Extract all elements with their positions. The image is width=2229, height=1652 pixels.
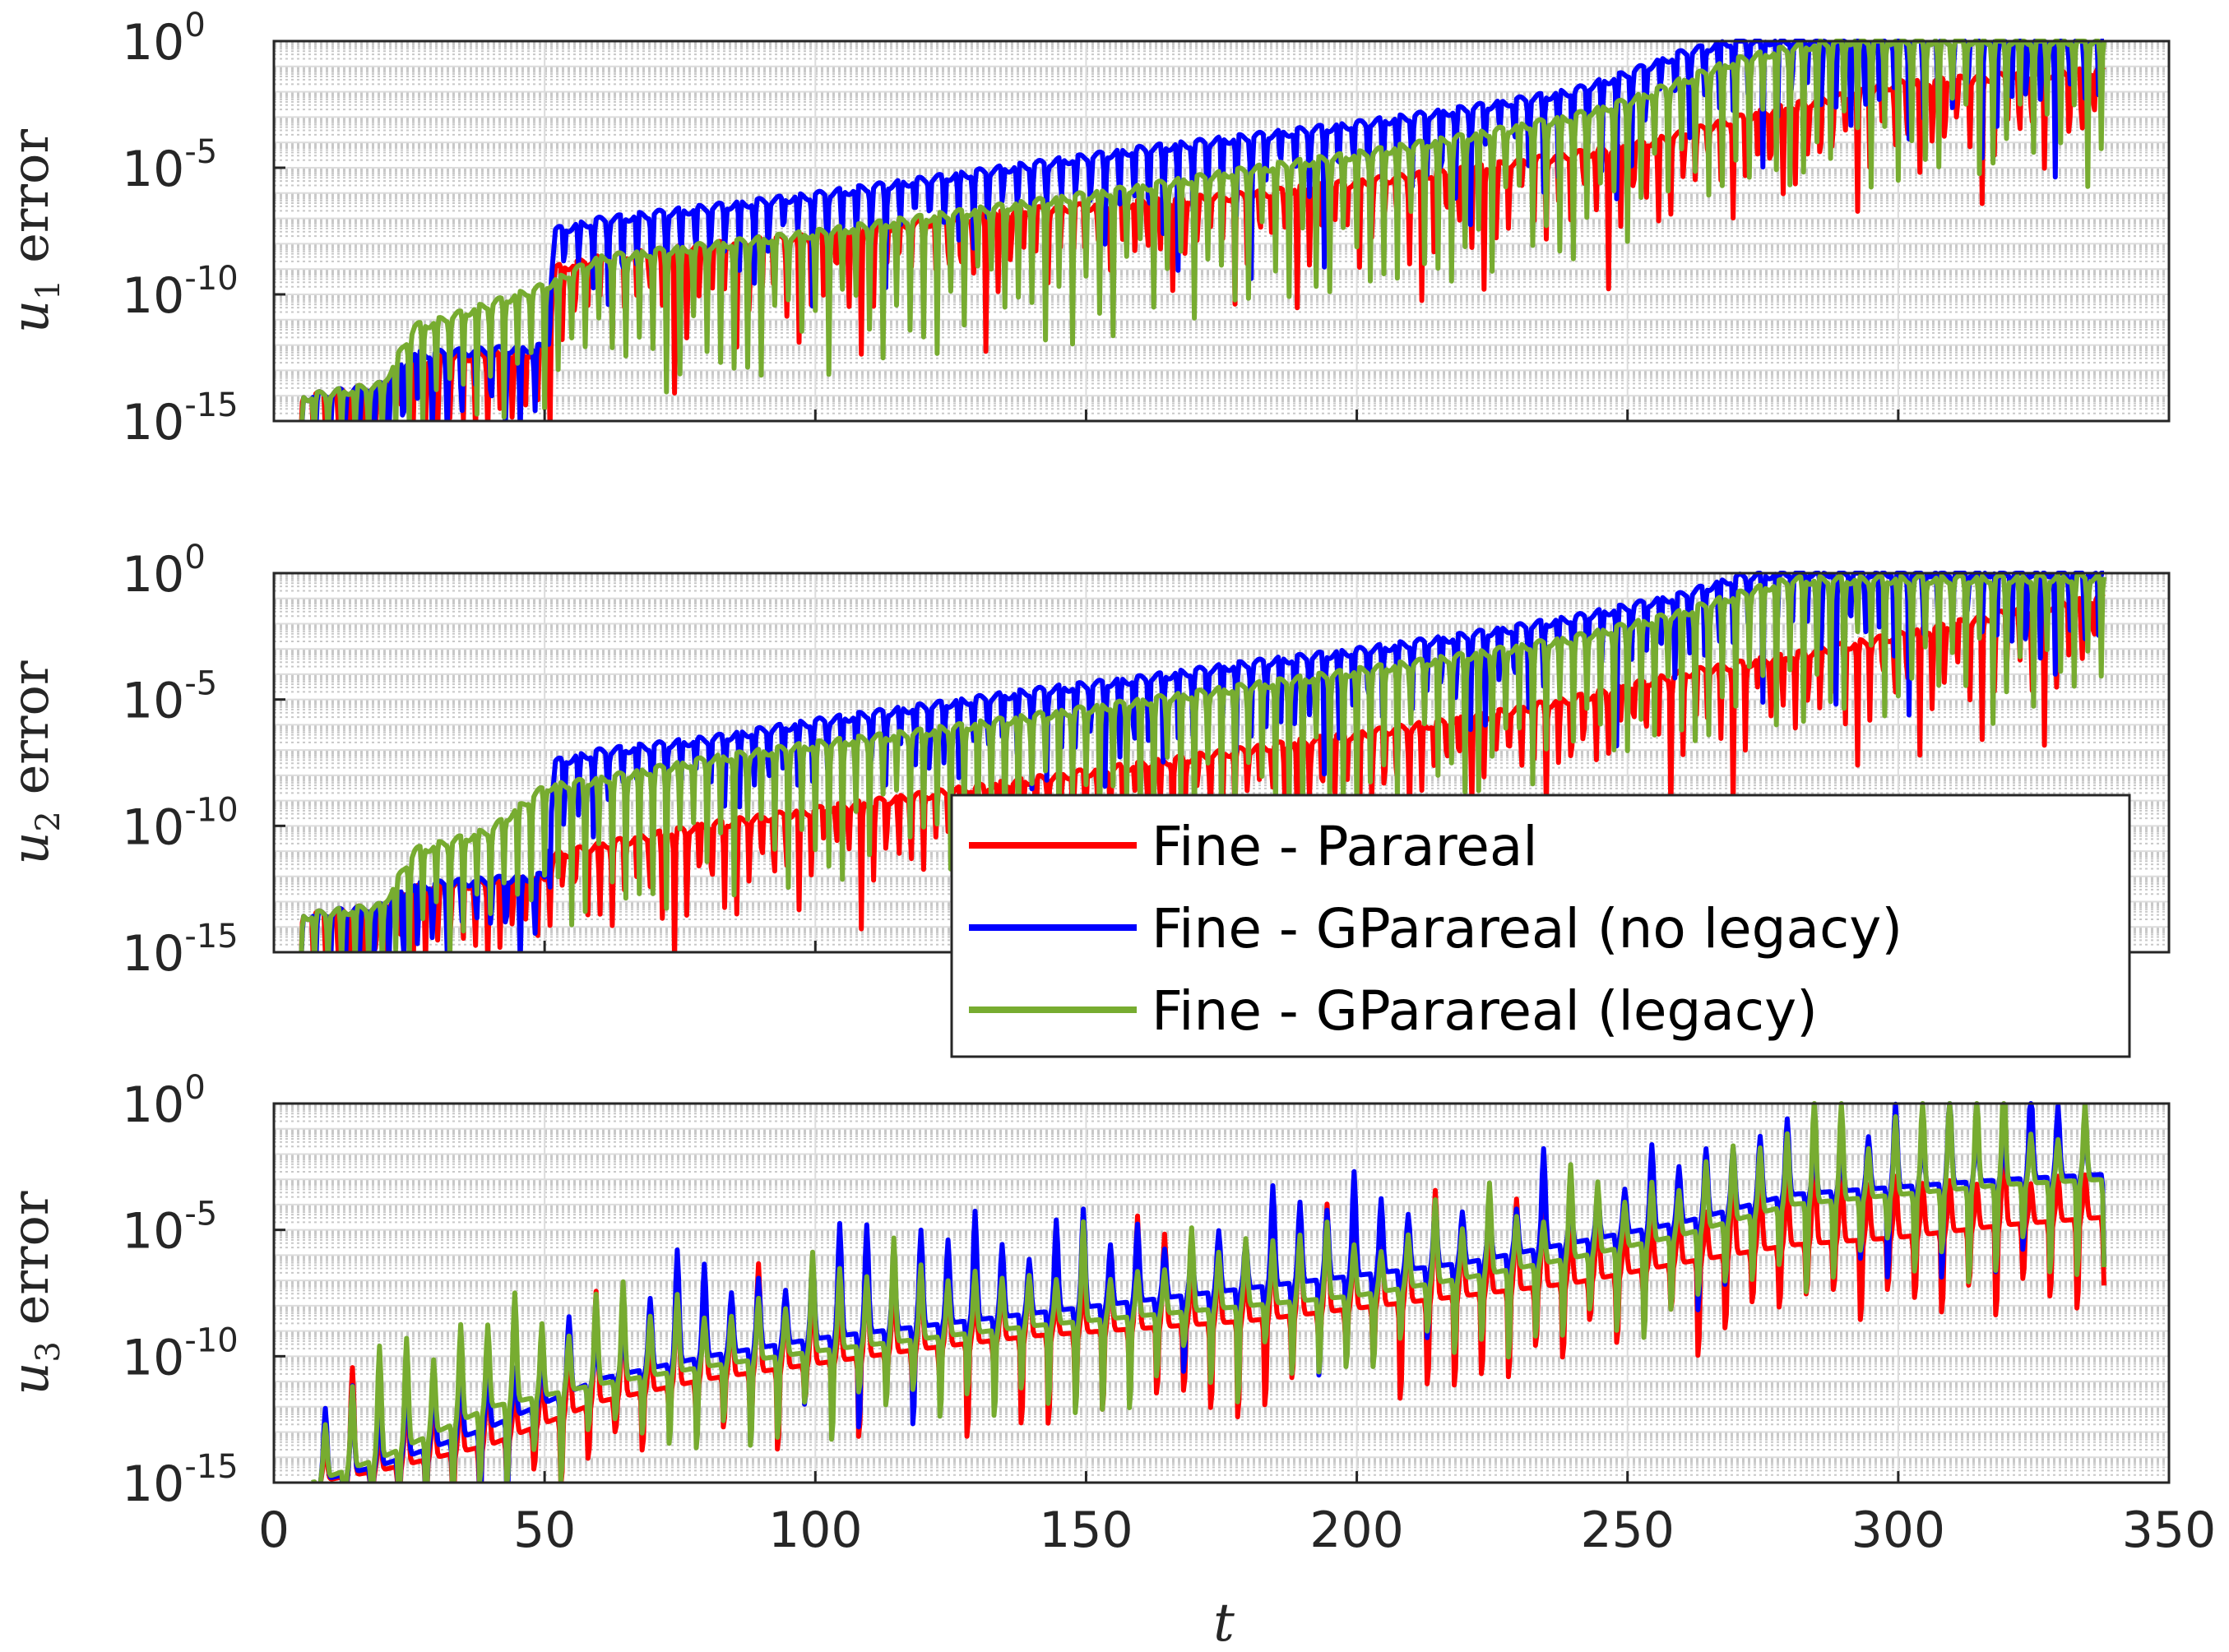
- y-tick-label: 100: [122, 1069, 206, 1134]
- series-group-bottom: [310, 1101, 2106, 1483]
- y-tick-label: 10-15: [122, 1448, 239, 1513]
- legend-label-gparareal-legacy: Fine - GParareal (legacy): [1152, 979, 1818, 1043]
- y-tick-label: 10-10: [122, 260, 239, 325]
- y-ticks-top: 100 10-5 10-10 10-15: [122, 7, 285, 451]
- panel-bottom: 100 10-5 10-10 10-15 u3 error: [0, 1069, 2171, 1513]
- x-tick-label: 150: [1039, 1502, 1133, 1559]
- y-ticks-middle: 100 10-5 10-10 10-15: [122, 539, 285, 983]
- y-tick-label: 10-5: [122, 1196, 217, 1261]
- legend-label-gparareal-no-legacy: Fine - GParareal (no legacy): [1152, 897, 1902, 960]
- y-tick-label: 10-5: [122, 133, 217, 198]
- x-axis-label: t: [1213, 1593, 1235, 1652]
- legend-box: [950, 794, 2131, 1058]
- series-line-top-2: [299, 39, 2106, 421]
- y-tick-label: 10-15: [122, 918, 239, 983]
- x-tick-label: 0: [258, 1502, 290, 1559]
- panel-middle: 100 10-5 10-10 10-15 u2 error: [0, 539, 2171, 983]
- y-axis-label-middle: u2 error: [0, 660, 67, 864]
- y-tick-label: 10-10: [122, 791, 239, 856]
- x-tick-label: 300: [1851, 1502, 1946, 1559]
- y-tick-label: 10-15: [122, 386, 239, 451]
- y-tick-label: 10-5: [122, 665, 217, 730]
- x-tick-label: 200: [1309, 1502, 1404, 1559]
- axes-box-top: [272, 39, 2171, 423]
- axes-box-bottom: [272, 1102, 2171, 1484]
- legend-label-parareal: Fine - Parareal: [1152, 815, 1538, 878]
- legend: Fine - Parareal Fine - GParareal (no leg…: [950, 794, 2131, 1058]
- series-line-middle-2: [299, 571, 2106, 952]
- y-axis-label-top: u1 error: [0, 129, 67, 333]
- y-axis-label-bottom: u3 error: [0, 1191, 67, 1395]
- y-tick-label: 10-10: [122, 1321, 239, 1386]
- x-tick-label: 100: [768, 1502, 863, 1559]
- x-tick-label: 50: [513, 1502, 576, 1559]
- panels: 100 10-5 10-10 10-15 u1 error 100 10-5 10-10 10-…: [0, 7, 2171, 1513]
- panel-top: 100 10-5 10-10 10-15 u1 error: [0, 7, 2171, 451]
- series-line-bottom-2: [310, 1101, 2106, 1483]
- y-ticks-bottom: 100 10-5 10-10 10-15: [122, 1069, 285, 1513]
- y-tick-label: 100: [122, 7, 206, 72]
- x-tick-label: 250: [1580, 1502, 1675, 1559]
- x-tick-label: 350: [2122, 1502, 2217, 1559]
- x-tick-labels: 0 50 100 150 200 250 300 350: [258, 1502, 2216, 1559]
- y-tick-label: 100: [122, 539, 206, 604]
